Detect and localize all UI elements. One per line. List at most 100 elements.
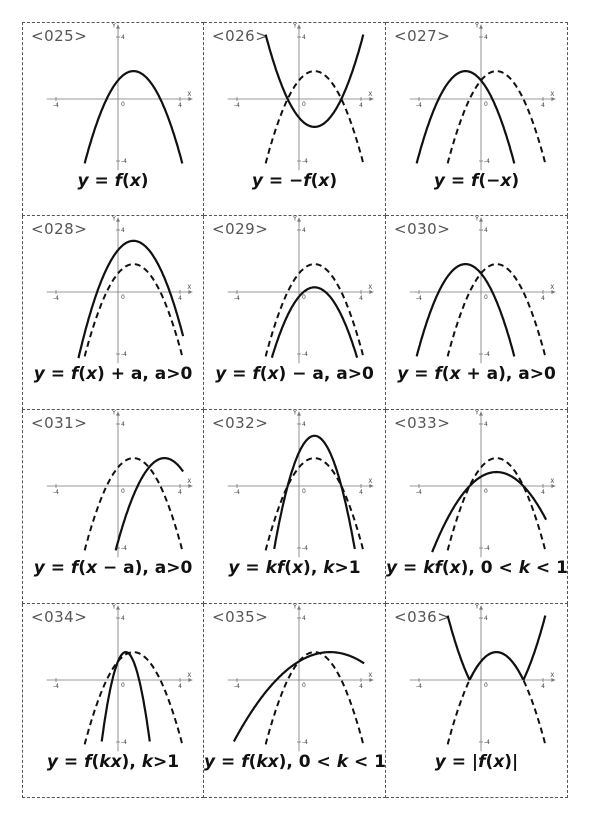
x-axis-arrow-icon — [188, 678, 193, 682]
y-min-label: -4 — [121, 739, 127, 746]
y-axis-arrow-icon — [297, 605, 301, 610]
graph-plot: -4 4 0 4 -4 X Y — [409, 604, 556, 752]
y-max-label: 4 — [121, 615, 125, 622]
x-axis-arrow-icon — [551, 484, 556, 488]
y-axis-label: Y — [292, 23, 297, 30]
x-axis-label: X — [187, 284, 191, 291]
transformed-curve — [100, 650, 151, 742]
graph-plot: -4 4 0 4 -4 X Y — [227, 410, 374, 558]
card-number: <025> — [31, 27, 88, 45]
formula-label: y = f(−x) — [433, 171, 520, 191]
base-curve-dashed — [446, 457, 547, 551]
graph-plot: -4 4 0 4 -4 X Y — [46, 410, 193, 558]
formula-label: y = f(x) − a, a>0 — [215, 364, 374, 384]
x-max-label: 4 — [541, 102, 545, 109]
graph-plot: -4 4 0 4 -4 X Y — [409, 410, 556, 558]
x-min-label: -4 — [416, 683, 422, 690]
x-axis-arrow-icon — [369, 484, 374, 488]
transformed-curve — [264, 34, 365, 128]
formula-label: y = f(x + a), a>0 — [397, 364, 556, 384]
transformed-curve — [415, 70, 516, 164]
y-min-label: -4 — [121, 351, 127, 358]
x-axis-label: X — [187, 672, 191, 679]
x-min-label: -4 — [53, 102, 59, 109]
y-axis-label: Y — [111, 410, 116, 417]
graph-plot: -4 4 0 4 -4 X Y — [227, 23, 374, 171]
y-axis-arrow-icon — [479, 411, 483, 416]
x-axis-label: X — [368, 91, 372, 98]
card-number: <033> — [394, 414, 451, 432]
base-curve-dashed — [83, 457, 184, 551]
base-curve-dashed — [83, 651, 184, 745]
origin-label: 0 — [302, 294, 306, 301]
x-max-label: 4 — [178, 683, 182, 690]
y-min-label: -4 — [484, 158, 490, 165]
base-curve-dashed — [264, 70, 365, 164]
origin-label: 0 — [121, 682, 125, 689]
card-number: <030> — [394, 220, 451, 238]
formula-label: y = −f(x) — [251, 171, 338, 191]
y-max-label: 4 — [302, 227, 306, 234]
y-axis-arrow-icon — [479, 217, 483, 222]
y-max-label: 4 — [484, 227, 488, 234]
transformed-curve — [232, 651, 365, 743]
x-axis-label: X — [550, 672, 554, 679]
y-max-label: 4 — [302, 615, 306, 622]
origin-label: 0 — [302, 488, 306, 495]
y-min-label: -4 — [302, 351, 308, 358]
transformed-curve — [83, 70, 184, 164]
y-axis-arrow-icon — [297, 217, 301, 222]
x-max-label: 4 — [359, 683, 363, 690]
y-axis-label: Y — [474, 604, 479, 611]
y-max-label: 4 — [484, 615, 488, 622]
y-axis-arrow-icon — [297, 24, 301, 29]
formula-label: y = f(kx), k>1 — [46, 752, 180, 772]
x-max-label: 4 — [178, 489, 182, 496]
x-axis-label: X — [368, 478, 372, 485]
x-axis-label: X — [550, 284, 554, 291]
x-min-label: -4 — [53, 683, 59, 690]
graph-plot: -4 4 0 4 -4 X Y — [409, 216, 556, 364]
card-number: <027> — [394, 27, 451, 45]
formula-label: y = f(kx), 0 < k < 1 — [204, 752, 386, 772]
y-min-label: -4 — [121, 158, 127, 165]
x-min-label: -4 — [416, 489, 422, 496]
x-max-label: 4 — [541, 489, 545, 496]
x-axis-arrow-icon — [188, 290, 193, 294]
y-axis-label: Y — [111, 604, 116, 611]
base-curve-dashed — [83, 263, 184, 357]
formula-label: y = kf(x), k>1 — [228, 558, 361, 578]
y-axis-arrow-icon — [116, 605, 120, 610]
y-axis-label: Y — [474, 23, 479, 30]
card-number: <026> — [212, 27, 269, 45]
graph-plot: -4 4 0 4 -4 X Y — [46, 23, 193, 171]
base-curve-dashed — [264, 651, 365, 745]
x-max-label: 4 — [178, 102, 182, 109]
x-max-label: 4 — [178, 295, 182, 302]
y-max-label: 4 — [121, 421, 125, 428]
origin-label: 0 — [121, 294, 125, 301]
formula-label: y = kf(x), 0 < k < 1 — [386, 558, 568, 578]
origin-label: 0 — [484, 294, 488, 301]
transformed-curve — [415, 263, 516, 357]
x-axis-label: X — [550, 91, 554, 98]
x-min-label: -4 — [234, 683, 240, 690]
y-min-label: -4 — [302, 739, 308, 746]
x-axis-label: X — [187, 91, 191, 98]
y-axis-arrow-icon — [479, 605, 483, 610]
formula-label: y = |f(x)| — [434, 752, 519, 772]
transformed-curve — [431, 470, 548, 553]
card-number: <028> — [31, 220, 88, 238]
transformed-curve — [114, 457, 184, 551]
origin-label: 0 — [302, 101, 306, 108]
x-axis-arrow-icon — [551, 97, 556, 101]
